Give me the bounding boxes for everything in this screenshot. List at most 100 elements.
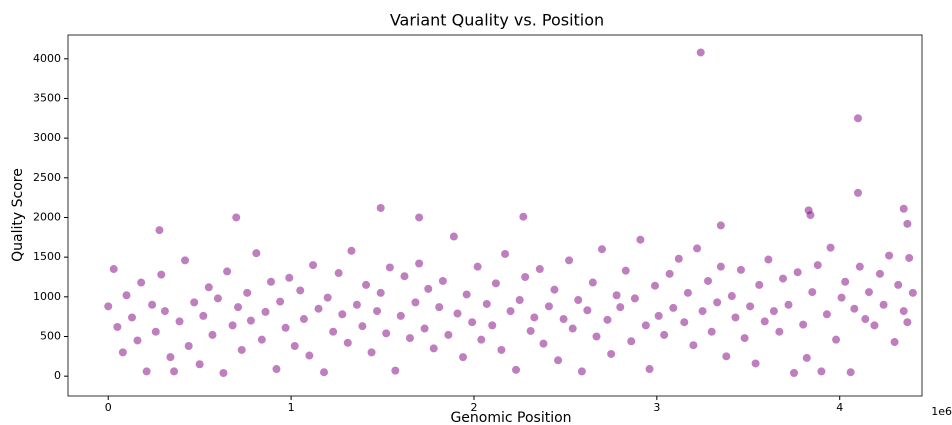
point — [367, 348, 376, 357]
point — [104, 302, 113, 311]
point — [894, 280, 903, 289]
point — [908, 288, 917, 297]
y-axis-label: Quality Score — [10, 168, 26, 262]
point — [309, 261, 318, 270]
point — [415, 213, 424, 222]
point — [641, 321, 650, 330]
point — [727, 292, 736, 301]
point — [415, 259, 424, 268]
point — [903, 219, 912, 228]
point — [184, 342, 193, 351]
point — [175, 317, 184, 326]
point — [122, 291, 131, 300]
y-tick-label: 3000 — [33, 131, 61, 144]
point — [654, 311, 663, 320]
point — [899, 204, 908, 213]
point — [491, 279, 500, 288]
point — [160, 307, 169, 316]
point — [716, 221, 725, 230]
point — [473, 262, 482, 271]
point — [453, 309, 462, 318]
point — [438, 276, 447, 285]
point — [199, 311, 208, 320]
point — [722, 352, 731, 361]
point — [607, 349, 616, 358]
point — [736, 265, 745, 274]
point — [861, 315, 870, 324]
point — [329, 327, 338, 336]
point — [621, 266, 630, 275]
point — [802, 353, 811, 362]
point — [296, 286, 305, 295]
point — [148, 300, 157, 309]
x-tick-label: 2 — [470, 401, 477, 414]
point — [588, 278, 597, 287]
point — [501, 249, 510, 258]
point — [373, 307, 382, 316]
point — [806, 211, 815, 220]
point — [155, 226, 164, 235]
y-tick-label: 2500 — [33, 171, 61, 184]
point — [391, 366, 400, 375]
x-axis-label: Genomic Position — [450, 410, 571, 425]
point — [853, 114, 862, 123]
point — [689, 341, 698, 350]
y-tick-label: 4000 — [33, 52, 61, 65]
y-tick-label: 1500 — [33, 250, 61, 263]
point — [170, 367, 179, 376]
point — [554, 356, 563, 365]
point — [382, 329, 391, 338]
point — [665, 269, 674, 278]
point — [362, 280, 371, 289]
point — [680, 318, 689, 327]
point — [243, 288, 252, 297]
point — [347, 246, 356, 255]
point — [181, 256, 190, 265]
point — [875, 269, 884, 278]
point — [237, 345, 246, 354]
y-tick-label: 0 — [54, 369, 61, 382]
point — [266, 277, 275, 286]
point — [411, 298, 420, 307]
point — [252, 249, 261, 258]
point — [850, 304, 859, 313]
y-tick-label: 1000 — [33, 290, 61, 303]
point — [323, 293, 332, 302]
point — [698, 307, 707, 316]
point — [458, 353, 467, 362]
point — [740, 334, 749, 343]
point — [855, 262, 864, 271]
point — [826, 243, 835, 252]
point — [775, 327, 784, 336]
point — [449, 232, 458, 241]
point — [846, 368, 855, 377]
point — [559, 315, 568, 324]
point — [223, 267, 232, 276]
point — [521, 272, 530, 281]
point — [157, 270, 166, 279]
point — [808, 288, 817, 297]
point — [424, 284, 433, 293]
point — [118, 348, 127, 357]
point — [320, 368, 329, 377]
point — [746, 302, 755, 311]
point — [405, 334, 414, 343]
point — [400, 272, 409, 281]
point — [468, 318, 477, 327]
point — [630, 294, 639, 303]
point — [789, 368, 798, 377]
point — [870, 321, 879, 330]
point — [376, 288, 385, 297]
point — [435, 303, 444, 312]
point — [890, 338, 899, 347]
point — [784, 300, 793, 309]
point — [530, 313, 539, 322]
point — [832, 335, 841, 344]
point — [577, 367, 586, 376]
x-tick-label: 3 — [653, 401, 660, 414]
point — [166, 353, 175, 362]
point — [137, 278, 146, 287]
point — [358, 322, 367, 331]
point — [234, 303, 243, 312]
